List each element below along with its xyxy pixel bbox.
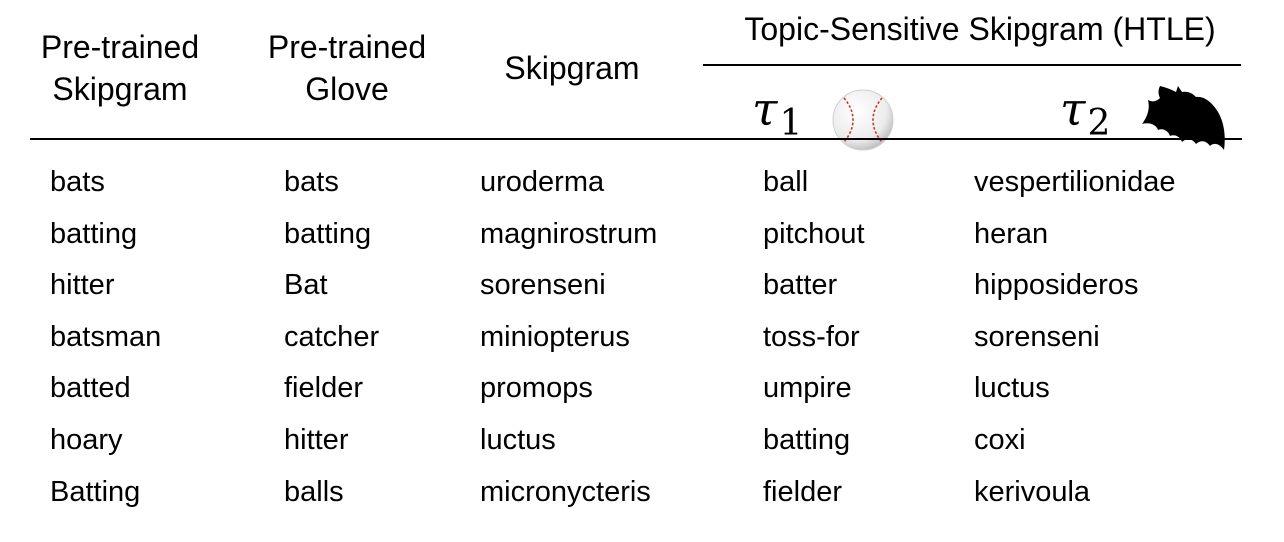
topic2-index: 2 <box>1087 103 1111 144</box>
header-pretrained-skipgram-line1: Pre-trained <box>40 29 200 65</box>
cell-topic2-5: luctus <box>974 372 1050 404</box>
htle-group-rule <box>703 64 1241 66</box>
header-pretrained-skipgram: Pre-trained Skipgram <box>20 26 220 110</box>
bat-silhouette <box>1142 86 1225 150</box>
cell-topic2-6: coxi <box>974 424 1026 456</box>
topic2-symbol: τ <box>1060 82 1086 136</box>
cell-pretrained-skipgram-3: hitter <box>50 269 115 301</box>
baseball-icon <box>832 89 894 151</box>
header-htle-group: Topic-Sensitive Skipgram (HTLE) <box>705 8 1255 50</box>
cell-skipgram-2: magnirostrum <box>480 218 658 250</box>
cell-topic2-3: hipposideros <box>974 269 1139 301</box>
cell-pretrained-glove-2: batting <box>284 218 372 250</box>
cell-topic2-4: sorenseni <box>974 321 1100 353</box>
cell-topic2-1: vespertilionidae <box>974 166 1176 198</box>
cell-skipgram-7: micronycteris <box>480 476 651 508</box>
cell-topic1-2: pitchout <box>763 218 865 250</box>
cell-pretrained-glove-4: catcher <box>284 321 380 353</box>
cell-topic1-3: batter <box>763 269 838 301</box>
cell-skipgram-6: luctus <box>480 424 556 456</box>
cell-pretrained-glove-1: bats <box>284 166 339 198</box>
header-topic2: τ2 <box>1060 84 1110 149</box>
cell-pretrained-glove-3: Bat <box>284 269 328 301</box>
cell-topic1-1: ball <box>763 166 809 198</box>
cell-pretrained-skipgram-4: batsman <box>50 321 162 353</box>
baseball-body <box>832 89 894 151</box>
cell-pretrained-skipgram-2: batting <box>50 218 138 250</box>
topic1-symbol: τ <box>752 82 778 136</box>
cell-skipgram-1: uroderma <box>480 166 605 198</box>
topic1-index: 1 <box>779 103 803 144</box>
cell-skipgram-3: sorenseni <box>480 269 606 301</box>
header-pretrained-glove-line2: Glove <box>305 71 389 107</box>
header-skipgram-label: Skipgram <box>504 50 640 86</box>
cell-pretrained-skipgram-1: bats <box>50 166 105 198</box>
bat-icon <box>1142 86 1225 150</box>
cell-pretrained-glove-6: hitter <box>284 424 349 456</box>
header-skipgram: Skipgram <box>472 47 672 89</box>
cell-topic1-5: umpire <box>763 372 852 404</box>
cell-pretrained-glove-5: fielder <box>284 372 363 404</box>
cell-topic1-7: fielder <box>763 476 842 508</box>
cell-topic1-4: toss-for <box>763 321 860 353</box>
cell-skipgram-5: promops <box>480 372 593 404</box>
cell-pretrained-skipgram-5: batted <box>50 372 131 404</box>
header-pretrained-skipgram-line2: Skipgram <box>52 71 188 107</box>
header-pretrained-glove: Pre-trained Glove <box>247 26 447 110</box>
cell-skipgram-4: miniopterus <box>480 321 630 353</box>
cell-topic1-6: batting <box>763 424 851 456</box>
header-rule <box>30 138 1242 140</box>
header-topic1: τ1 <box>752 84 802 149</box>
cell-topic2-2: heran <box>974 218 1049 250</box>
cell-pretrained-skipgram-7: Batting <box>50 476 141 508</box>
header-pretrained-glove-line1: Pre-trained <box>267 29 427 65</box>
cell-pretrained-skipgram-6: hoary <box>50 424 123 456</box>
header-htle-group-label: Topic-Sensitive Skipgram (HTLE) <box>744 11 1216 47</box>
baseball-seam-right <box>872 97 883 143</box>
baseball-seam-left <box>843 97 854 143</box>
cell-topic2-7: kerivoula <box>974 476 1091 508</box>
cell-pretrained-glove-7: balls <box>284 476 344 508</box>
